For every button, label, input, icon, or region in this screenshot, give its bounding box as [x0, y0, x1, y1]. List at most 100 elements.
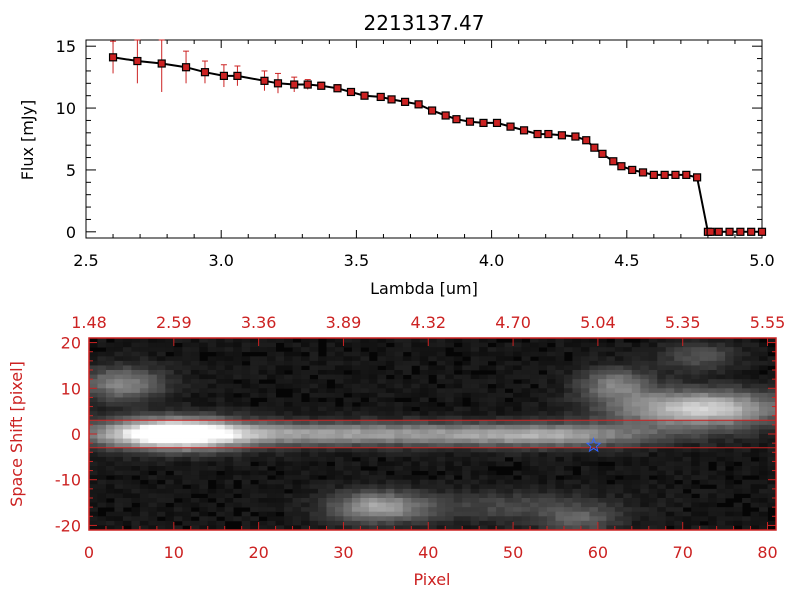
heatmap-cell	[207, 493, 217, 499]
heatmap-cell	[241, 429, 251, 435]
heatmap-cell	[419, 434, 429, 439]
heatmap-cell	[105, 525, 115, 531]
heatmap-cell	[233, 365, 243, 371]
heatmap-cell	[368, 461, 378, 467]
heatmap-cell	[547, 484, 556, 490]
heatmap-cell	[572, 356, 582, 362]
heatmap-cell	[139, 370, 149, 375]
heatmap-cell	[453, 516, 463, 522]
heatmap-cell	[436, 397, 446, 403]
heatmap-cell	[563, 475, 573, 481]
heatmap-cell	[496, 424, 505, 430]
heatmap-cell	[182, 379, 192, 385]
heatmap-cell	[665, 516, 675, 522]
heatmap-cell	[402, 502, 412, 508]
heatmap-cell	[631, 342, 641, 348]
heatmap-cell	[487, 516, 497, 522]
heatmap-cell	[351, 507, 361, 513]
heatmap-cell	[368, 402, 378, 407]
heatmap-cell	[631, 447, 641, 453]
heatmap-cell	[394, 415, 404, 421]
heatmap-cell	[674, 443, 684, 449]
heatmap-cell	[530, 461, 539, 467]
heatmap-cell	[284, 429, 293, 435]
heatmap-cell	[267, 434, 276, 439]
heatmap-cell	[207, 443, 217, 449]
heatmap-cell	[97, 406, 107, 412]
heatmap-cell	[462, 502, 472, 508]
heatmap-cell	[275, 461, 285, 467]
heatmap-cell	[199, 374, 209, 380]
heatmap-cell	[725, 461, 734, 467]
heatmap-cell	[258, 507, 268, 513]
heatmap-cell	[623, 452, 633, 458]
heatmap-cell	[563, 365, 573, 371]
heatmap-cell	[589, 424, 599, 430]
heatmap-cell	[614, 392, 624, 398]
heatmap-cell	[318, 452, 327, 458]
heatmap-cell	[216, 507, 226, 513]
heatmap-cell	[742, 516, 751, 522]
heatmap-cell	[394, 360, 404, 366]
heatmap-cell	[623, 351, 633, 357]
heatmap-cell	[733, 456, 743, 462]
heatmap-cell	[479, 392, 489, 398]
heatmap-cell	[563, 347, 573, 353]
heatmap-cell	[606, 516, 616, 522]
heatmap-cell	[309, 351, 319, 357]
heatmap-cell	[572, 415, 582, 421]
heatmap-cell	[173, 351, 183, 357]
heatmap-cell	[148, 443, 158, 449]
data-point	[157, 59, 166, 68]
heatmap-cell	[631, 493, 641, 499]
heatmap-cell	[530, 488, 539, 494]
heatmap-cell	[122, 466, 132, 471]
heatmap-cell	[411, 356, 421, 362]
heatmap-cell	[241, 443, 251, 449]
heatmap-cell	[258, 498, 268, 503]
heatmap-cell	[699, 456, 709, 462]
heatmap-cell	[699, 342, 709, 348]
heatmap-cell	[708, 379, 718, 385]
heatmap-cell	[623, 360, 633, 366]
heatmap-cell	[496, 475, 505, 481]
heatmap-cell	[267, 351, 276, 357]
heatmap-cell	[657, 360, 667, 366]
heatmap-cell	[445, 406, 455, 412]
heatmap-cell	[334, 374, 344, 380]
heatmap-cell	[657, 452, 667, 458]
heatmap-cell	[241, 479, 251, 485]
heatmap-cell	[114, 475, 124, 481]
heatmap-cell	[716, 498, 726, 503]
heatmap-cell	[165, 507, 175, 513]
heatmap-cell	[334, 525, 344, 531]
heatmap-cell	[258, 360, 268, 366]
heatmap-cell	[547, 429, 556, 435]
heatmap-cell	[318, 388, 327, 394]
data-point	[376, 92, 385, 102]
heatmap-cell	[351, 493, 361, 499]
heatmap-cell	[665, 520, 675, 526]
image-top-tick-label: 3.89	[326, 313, 362, 332]
heatmap-cell	[156, 392, 166, 398]
heatmap-cell	[767, 397, 777, 403]
heatmap-cell	[216, 402, 226, 407]
heatmap-cell	[258, 452, 268, 458]
data-point	[273, 79, 283, 88]
heatmap-cell	[682, 429, 692, 435]
heatmap-cell	[513, 351, 522, 357]
heatmap-cell	[114, 470, 124, 476]
heatmap-cell	[351, 452, 361, 458]
heatmap-cell	[767, 356, 777, 362]
heatmap-cell	[122, 342, 132, 348]
heatmap-cell	[122, 388, 132, 394]
heatmap-cell	[657, 347, 667, 353]
heatmap-cell	[708, 447, 718, 453]
heatmap-cell	[114, 415, 124, 421]
heatmap-cell	[436, 507, 446, 513]
heatmap-cell	[716, 397, 726, 403]
heatmap-cell	[360, 507, 370, 513]
heatmap-cell	[368, 397, 378, 403]
heatmap-cell	[445, 438, 455, 444]
heatmap-cell	[631, 411, 641, 417]
